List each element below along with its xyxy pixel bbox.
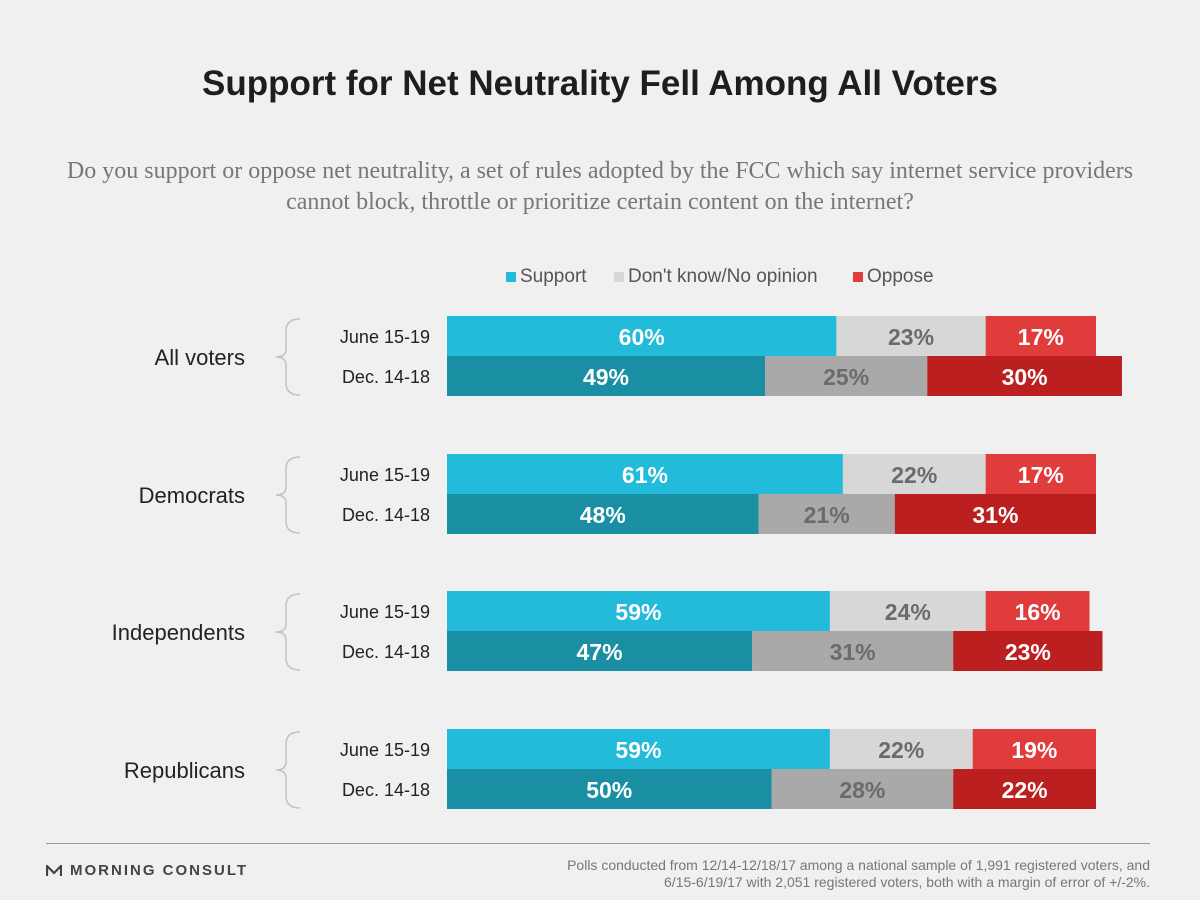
group-label-democrats: Democrats — [139, 483, 245, 508]
bar-label-republicans-june-support: 59% — [615, 737, 661, 763]
chart-subtitle: Do you support or oppose net neutrality,… — [66, 158, 1134, 215]
bar-label-republicans-dec-support: 50% — [586, 777, 632, 803]
bar-democrats-dec-don-t-know-no-opinion — [758, 494, 895, 534]
bar-republicans-dec-oppose — [953, 769, 1096, 809]
bar-democrats-june-support — [447, 454, 843, 494]
period-label-all-voters-dec: Dec. 14-18 — [342, 367, 430, 387]
bar-label-republicans-dec-oppose: 22% — [1002, 777, 1048, 803]
bar-all-voters-dec-don-t-know-no-opinion — [765, 356, 928, 396]
group-label-republicans: Republicans — [124, 758, 245, 783]
chart-title: Support for Net Neutrality Fell Among Al… — [202, 64, 998, 103]
bar-independents-dec-support — [447, 631, 753, 671]
bar-label-republicans-june-don-t-know-no-opinion: 22% — [878, 737, 924, 763]
group-bracket-all-voters — [275, 318, 301, 396]
bar-democrats-dec-support — [447, 494, 759, 534]
bar-label-democrats-dec-don-t-know-no-opinion: 21% — [804, 502, 850, 528]
bar-label-independents-dec-don-t-know-no-opinion: 31% — [830, 639, 876, 665]
period-label-independents-june: June 15-19 — [340, 602, 430, 622]
bar-label-all-voters-june-support: 60% — [619, 324, 665, 350]
footnote-line-2: 6/15-6/19/17 with 2,051 registered voter… — [664, 874, 1150, 890]
period-label-democrats-dec: Dec. 14-18 — [342, 505, 430, 525]
bar-label-democrats-june-don-t-know-no-opinion: 22% — [891, 462, 937, 488]
bar-label-republicans-june-oppose: 19% — [1011, 737, 1057, 763]
bar-republicans-june-oppose — [972, 729, 1096, 769]
bar-label-all-voters-june-don-t-know-no-opinion: 23% — [888, 324, 934, 350]
bar-label-all-voters-june-oppose: 17% — [1018, 324, 1064, 350]
bar-label-independents-june-oppose: 16% — [1015, 599, 1061, 625]
bar-label-all-voters-dec-oppose: 30% — [1002, 364, 1048, 390]
bar-label-democrats-june-oppose: 17% — [1018, 462, 1064, 488]
group-label-all-voters: All voters — [155, 345, 245, 370]
period-label-republicans-dec: Dec. 14-18 — [342, 780, 430, 800]
brand-name: MORNING CONSULT — [70, 862, 249, 879]
bar-democrats-june-don-t-know-no-opinion — [842, 454, 986, 494]
bar-label-independents-dec-support: 47% — [576, 639, 622, 665]
legend: Support Don't know/No opinion Oppose — [0, 266, 1200, 292]
bar-all-voters-dec-oppose — [927, 356, 1122, 396]
footer-divider — [46, 843, 1150, 844]
bar-label-democrats-dec-support: 48% — [580, 502, 626, 528]
legend-label-oppose: Oppose — [867, 266, 934, 287]
legend-label-dont-know: Don't know/No opinion — [628, 266, 818, 287]
period-label-independents-dec: Dec. 14-18 — [342, 642, 430, 662]
bar-independents-june-oppose — [985, 591, 1090, 631]
footnote-line-1: Polls conducted from 12/14-12/18/17 amon… — [567, 857, 1150, 873]
group-bracket-republicans — [275, 731, 301, 809]
bar-label-all-voters-dec-support: 49% — [583, 364, 629, 390]
bar-republicans-june-don-t-know-no-opinion — [829, 729, 973, 769]
legend-item-support: Support — [506, 266, 587, 288]
group-label-independents: Independents — [112, 620, 245, 645]
bar-independents-june-support — [447, 591, 830, 631]
bar-all-voters-june-oppose — [985, 316, 1096, 356]
legend-label-support: Support — [520, 266, 587, 287]
bar-label-all-voters-dec-don-t-know-no-opinion: 25% — [823, 364, 869, 390]
bar-label-independents-june-don-t-know-no-opinion: 24% — [885, 599, 931, 625]
period-label-democrats-june: June 15-19 — [340, 465, 430, 485]
bar-label-independents-dec-oppose: 23% — [1005, 639, 1051, 665]
bar-independents-dec-oppose — [953, 631, 1103, 671]
period-label-republicans-june: June 15-19 — [340, 740, 430, 760]
bar-democrats-dec-oppose — [894, 494, 1096, 534]
bar-independents-june-don-t-know-no-opinion — [829, 591, 986, 631]
legend-swatch-oppose — [853, 272, 863, 282]
footnote: Polls conducted from 12/14-12/18/17 amon… — [450, 857, 1150, 891]
bar-all-voters-dec-support — [447, 356, 766, 396]
bar-independents-dec-don-t-know-no-opinion — [752, 631, 954, 671]
bar-label-democrats-dec-oppose: 31% — [972, 502, 1018, 528]
bar-label-republicans-dec-don-t-know-no-opinion: 28% — [839, 777, 885, 803]
period-label-all-voters-june: June 15-19 — [340, 327, 430, 347]
bar-label-democrats-june-support: 61% — [622, 462, 668, 488]
legend-swatch-dont-know — [614, 272, 624, 282]
bar-label-independents-june-support: 59% — [615, 599, 661, 625]
legend-item-dont-know: Don't know/No opinion — [614, 266, 818, 288]
bar-all-voters-june-support — [447, 316, 837, 356]
group-bracket-democrats — [275, 456, 301, 534]
bar-republicans-dec-don-t-know-no-opinion — [771, 769, 954, 809]
bar-democrats-june-oppose — [985, 454, 1096, 494]
brand-logo: MORNING CONSULT — [46, 862, 248, 879]
bar-republicans-june-support — [447, 729, 830, 769]
legend-swatch-support — [506, 272, 516, 282]
group-bracket-independents — [275, 593, 301, 671]
morning-consult-icon — [46, 864, 62, 876]
legend-item-oppose: Oppose — [853, 266, 934, 288]
bar-republicans-dec-support — [447, 769, 772, 809]
bar-all-voters-june-don-t-know-no-opinion — [836, 316, 986, 356]
